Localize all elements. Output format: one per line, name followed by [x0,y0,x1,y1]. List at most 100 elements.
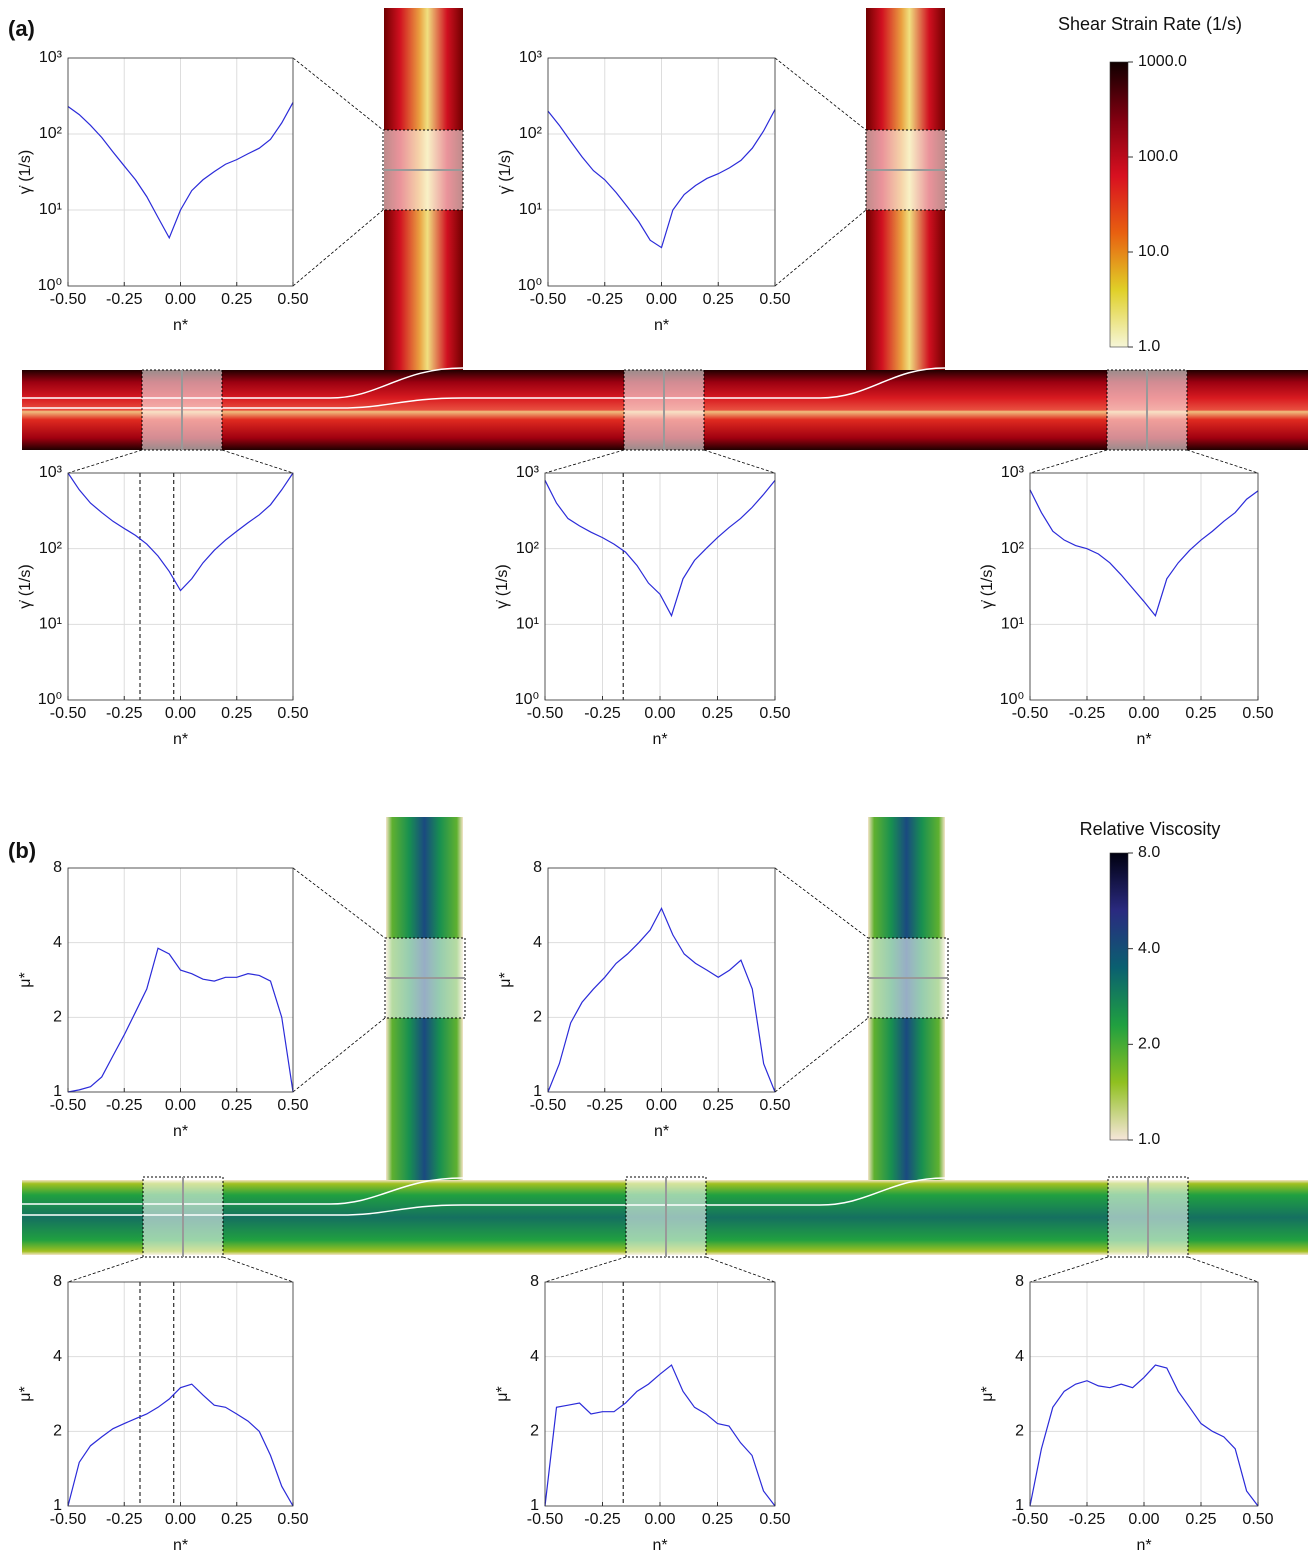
x-tick-label: 0.25 [1185,1511,1216,1528]
x-tick-label: 0.25 [221,1511,252,1528]
colorbar-tick-label: 2.0 [1138,1036,1160,1053]
connector [774,57,867,131]
y-axis-label: γ̇ (1/s) [17,150,34,194]
panel-label: (b) [8,838,36,863]
x-tick-label: 0.50 [759,1097,790,1114]
line-chart: 10⁰ 10¹ 10² 10³ -0.50 -0.25 0.00 0.25 0.50 n* γ̇ (… [17,464,308,748]
y-axis-label: γ̇ (1/s) [17,564,34,608]
line-chart: 10⁰ 10¹ 10² 10³ -0.50 -0.25 0.00 0.25 0.50 n* γ̇ (… [17,49,308,334]
connector [774,209,867,287]
x-tick-label: 0.00 [646,1097,677,1114]
x-tick-label: -0.25 [106,705,143,722]
y-tick-label: 1 [53,1083,62,1100]
colorbar-tick-label: 100.0 [1138,148,1178,165]
y-axis-label: μ* [17,1386,34,1401]
y-tick-label: 10⁰ [1000,691,1024,708]
plot-frame [547,867,776,1093]
y-axis-label: γ̇ (1/s) [494,564,511,608]
x-tick-label: -0.50 [50,705,87,722]
x-tick-label: -0.50 [50,1511,87,1528]
x-tick-label: -0.25 [106,1511,143,1528]
x-tick-label: -0.50 [50,1097,87,1114]
y-tick-label: 10² [39,125,63,142]
y-tick-label: 10⁰ [38,277,62,294]
y-tick-label: 8 [530,1273,539,1290]
x-tick-label: 0.25 [703,291,734,308]
colorbar-tick-label: 1000.0 [1138,53,1187,70]
y-tick-label: 4 [53,1348,62,1365]
x-tick-label: 0.25 [702,705,733,722]
y-axis-label: μ* [494,1386,511,1401]
y-tick-label: 4 [533,934,542,951]
x-tick-label: 0.50 [759,1511,790,1528]
y-tick-label: 1 [533,1083,542,1100]
x-tick-label: 0.00 [165,705,196,722]
y-tick-label: 10³ [519,49,543,66]
x-tick-label: -0.25 [584,705,621,722]
connector [703,449,776,474]
data-line [1029,489,1259,617]
connector [1187,1256,1259,1283]
connector [774,867,869,939]
x-axis-label: n* [173,731,188,748]
connector [1186,449,1259,474]
x-tick-label: 0.25 [221,1097,252,1114]
plot-frame [544,472,776,701]
x-tick-label: -0.25 [106,291,143,308]
x-axis-label: n* [654,1123,669,1140]
x-axis-label: n* [173,317,188,334]
connector [292,867,386,939]
y-tick-label: 10³ [516,464,540,481]
streamline [22,367,946,409]
y-tick-label: 10⁰ [38,691,62,708]
x-tick-label: 0.00 [1128,705,1159,722]
y-tick-label: 2 [533,1009,542,1026]
y-tick-label: 10¹ [516,616,539,633]
colorbar-tick-label: 8.0 [1138,844,1160,861]
plot-frame [67,57,294,287]
plot-frame [1029,472,1259,701]
data-line [67,472,294,592]
plot-frame [544,1281,776,1507]
x-axis-label: n* [173,1123,188,1140]
y-tick-label: 10² [519,125,543,142]
connector [292,57,384,131]
x-tick-label: -0.25 [1069,1511,1106,1528]
x-tick-label: -0.25 [587,291,624,308]
x-tick-label: 0.50 [759,705,790,722]
x-axis-label: n* [654,317,669,334]
streamline [22,1177,946,1216]
y-tick-label: 10⁰ [518,277,542,294]
x-tick-label: -0.25 [584,1511,621,1528]
data-line [544,1364,776,1507]
y-tick-label: 10¹ [519,201,542,218]
x-tick-label: 0.25 [1185,705,1216,722]
x-tick-label: -0.50 [527,1511,564,1528]
y-tick-label: 4 [53,934,62,951]
x-tick-label: -0.50 [1012,1511,1049,1528]
connector [67,1256,144,1283]
connector [705,1256,776,1283]
line-chart: 1 2 4 8 -0.50 -0.25 0.00 0.25 0.50 n* μ* [979,1273,1273,1554]
data-line [544,479,776,618]
y-tick-label: 10¹ [39,616,62,633]
y-tick-label: 4 [530,1348,539,1365]
y-tick-label: 1 [530,1497,539,1514]
x-axis-label: n* [173,1537,188,1554]
x-tick-label: 0.50 [277,291,308,308]
y-tick-label: 10³ [1001,464,1025,481]
y-tick-label: 8 [53,1273,62,1290]
panel-label: (a) [8,16,35,41]
x-tick-label: 0.25 [221,291,252,308]
y-tick-label: 10⁰ [515,691,539,708]
x-tick-label: -0.50 [50,291,87,308]
connector [1029,1256,1109,1283]
x-axis-label: n* [652,731,667,748]
x-tick-label: 0.00 [1128,1511,1159,1528]
line-chart: 1 2 4 8 -0.50 -0.25 0.00 0.25 0.50 n* μ* [17,859,308,1140]
y-tick-label: 2 [53,1423,62,1440]
plot-frame [547,57,776,287]
line-chart: 10⁰ 10¹ 10² 10³ -0.50 -0.25 0.00 0.25 0.50 n* γ̇ (… [979,464,1273,748]
connector [292,209,384,287]
